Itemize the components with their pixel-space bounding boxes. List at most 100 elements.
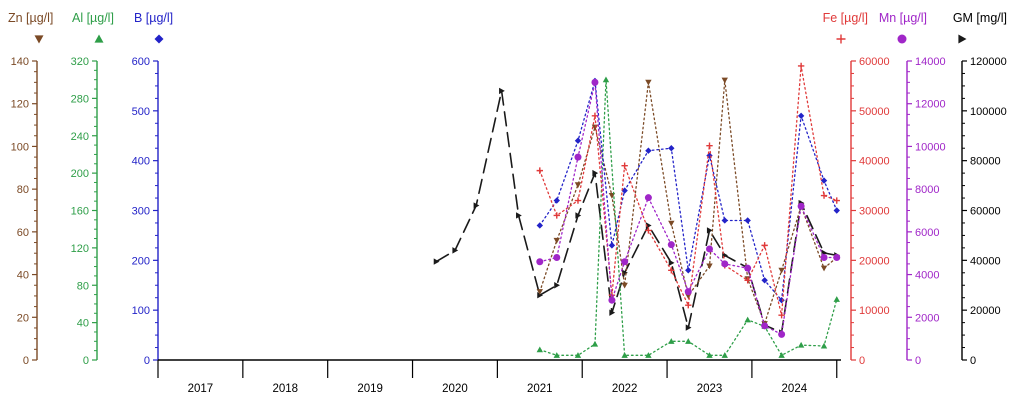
data-point-b <box>608 242 616 249</box>
y-tick-label-gm: 80000 <box>970 156 1001 168</box>
data-point-zn <box>553 237 560 244</box>
data-point-al <box>536 346 544 353</box>
y-axis-title-al: Al [µg/l] <box>72 11 114 25</box>
data-point-zn <box>645 79 652 86</box>
y-axis-fe: 0 10000 20000 30000 40000 50000 60000 Fe [µg/l] <box>823 11 890 367</box>
x-axis: 2017 2018 2019 2020 2021 2022 2023 2024 <box>157 359 841 395</box>
legend-marker-mn <box>897 34 907 44</box>
legend-marker-gm <box>958 34 967 44</box>
data-point-b <box>668 145 675 152</box>
x-tick-label: 2018 <box>272 383 298 395</box>
series-fe <box>536 62 840 319</box>
y-tick-label-mn: 14000 <box>915 56 946 68</box>
data-point-zn <box>706 263 713 270</box>
data-point-mn <box>833 253 841 261</box>
data-point-gm <box>685 324 692 331</box>
data-point-fe <box>685 301 692 309</box>
y-tick-label-al: 40 <box>77 318 89 330</box>
data-point-fe <box>621 162 628 169</box>
y-axis-mn: 0 2000 4000 6000 8000 10000 12000 14000 Mn [µg/l… <box>879 11 946 367</box>
data-point-mn <box>721 260 729 268</box>
data-point-gm <box>668 259 675 267</box>
series-al <box>536 76 840 358</box>
data-point-b <box>574 137 582 144</box>
y-axis-zn: 0 20 40 60 80 100 120 140 Zn [µg/l] <box>8 11 53 367</box>
y-tick-label-mn: 10000 <box>915 141 946 153</box>
y-tick-label-mn: 6000 <box>915 227 939 239</box>
data-point-mn <box>761 322 769 330</box>
data-point-gm <box>645 222 652 229</box>
data-point-zn <box>820 265 828 272</box>
y-tick-label-zn: 140 <box>11 56 29 68</box>
x-tick-label: 2021 <box>527 383 553 395</box>
legend-marker-fe <box>836 34 846 44</box>
data-point-b <box>685 267 692 274</box>
data-point-al <box>602 76 610 83</box>
data-point-mn <box>667 241 675 249</box>
y-tick-label-mn: 4000 <box>915 270 939 282</box>
data-point-gm <box>575 212 582 219</box>
y-axis-title-gm: GM [mg/l] <box>953 11 1007 25</box>
data-point-zn <box>621 282 628 289</box>
data-point-mn <box>684 288 692 296</box>
data-point-al <box>553 352 560 358</box>
data-point-fe <box>797 62 805 70</box>
data-point-gm <box>516 212 522 219</box>
y-tick-label-gm: 100000 <box>970 106 1007 118</box>
data-point-fe <box>744 277 751 284</box>
y-tick-label-zn: 40 <box>17 270 29 282</box>
series-line-gm <box>435 90 838 334</box>
x-tick-label: 2020 <box>442 383 468 395</box>
x-tick-label: 2022 <box>612 383 638 395</box>
data-point-gm <box>609 309 616 316</box>
y-tick-label-mn: 2000 <box>915 312 939 324</box>
y-tick-label-b: 400 <box>132 156 150 168</box>
y-tick-label-zn: 20 <box>17 312 29 324</box>
series-layer <box>433 62 841 358</box>
y-axis-al: 0 40 80 120 160 200 240 280 320 Al [µg/l] <box>71 11 114 367</box>
data-point-zn <box>574 182 582 189</box>
series-line-al <box>539 79 838 357</box>
data-point-gm <box>473 202 480 209</box>
series-line-fe <box>539 65 838 316</box>
data-point-b <box>820 177 828 184</box>
y-axis-title-zn: Zn [µg/l] <box>8 11 53 25</box>
data-point-fe <box>833 197 840 204</box>
data-point-mn <box>705 245 713 253</box>
data-point-al <box>778 352 785 358</box>
y-tick-label-zn: 60 <box>17 227 29 239</box>
data-point-mn <box>778 330 786 338</box>
y-tick-label-gm: 120000 <box>970 56 1007 68</box>
data-point-mn <box>553 253 561 261</box>
data-point-al <box>591 340 599 347</box>
data-point-b <box>761 277 768 284</box>
series-mn <box>536 78 841 338</box>
legend-marker-b <box>154 34 164 44</box>
data-point-fe <box>761 242 768 249</box>
y-tick-label-fe: 60000 <box>859 56 890 68</box>
data-point-b <box>778 297 785 304</box>
data-point-mn <box>591 78 599 86</box>
data-point-al <box>820 342 828 349</box>
data-point-b <box>621 187 628 194</box>
data-point-zn <box>668 220 675 227</box>
y-tick-label-fe: 20000 <box>859 255 890 267</box>
data-point-al <box>833 296 840 302</box>
y-tick-label-gm: 20000 <box>970 305 1001 317</box>
series-gm <box>433 87 840 336</box>
legend-marker-al <box>94 34 104 43</box>
data-point-gm <box>452 247 459 254</box>
y-tick-label-al: 80 <box>77 280 89 292</box>
data-point-fe <box>536 167 544 174</box>
data-point-gm <box>706 227 713 234</box>
y-tick-label-b: 100 <box>132 305 150 317</box>
y-tick-label-zn: 100 <box>11 141 29 153</box>
data-point-gm <box>592 169 599 177</box>
data-point-mn <box>608 296 616 304</box>
data-point-fe <box>553 212 560 219</box>
data-point-mn <box>797 202 805 210</box>
y-tick-label-gm: 0 <box>970 355 976 367</box>
data-point-al <box>574 352 582 358</box>
y-tick-label-b: 600 <box>132 56 150 68</box>
